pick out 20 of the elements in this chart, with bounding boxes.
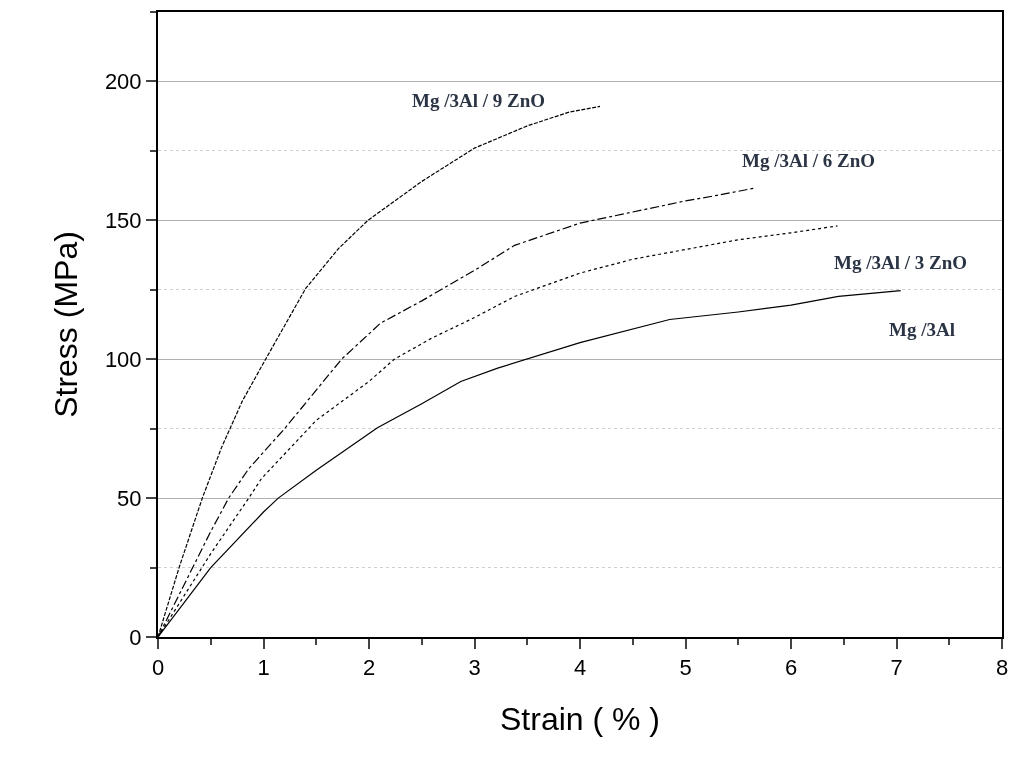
x-tick-label: 8 [995,655,1009,681]
series-label: Mg /3Al / 3 ZnO [834,252,968,273]
x-tick-label: 7 [890,655,903,681]
x-tick-label: 2 [362,655,376,681]
y-tick-label: 150 [104,208,142,234]
y-tick-label: 200 [104,69,142,95]
x-tick-label: 1 [257,655,270,681]
x-axis-title: Strain ( % ) [499,700,661,737]
series-label: Mg /3Al [889,319,955,340]
y-tick-label: 0 [129,624,142,650]
y-tick-label: 50 [117,485,142,511]
series-label: Mg /3Al / 6 ZnO [742,150,876,171]
x-tick-label: 3 [468,655,481,681]
x-tick-label: 6 [784,655,798,681]
x-tick-label: 5 [679,655,692,681]
x-tick-label: 4 [573,655,587,681]
y-axis-title: Stress (MPa) [47,231,84,418]
x-tick-label: 0 [151,655,165,681]
y-tick-label: 100 [104,346,142,372]
series-label: Mg /3Al / 9 ZnO [412,90,546,111]
